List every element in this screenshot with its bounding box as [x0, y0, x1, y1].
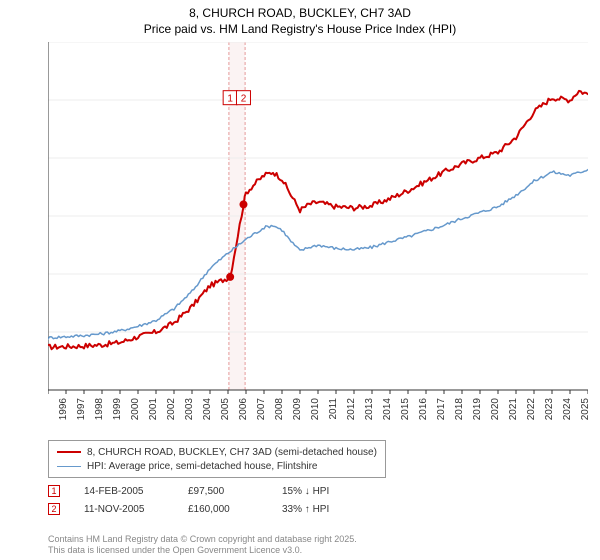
- event-delta: 33% ↑ HPI: [282, 504, 362, 515]
- svg-text:2015: 2015: [400, 398, 411, 421]
- svg-text:1999: 1999: [112, 398, 123, 421]
- events-block: 1 14-FEB-2005 £97,500 15% ↓ HPI 2 11-NOV…: [48, 482, 362, 518]
- svg-text:2023: 2023: [544, 398, 555, 421]
- legend-label-2: HPI: Average price, semi-detached house,…: [87, 461, 318, 472]
- svg-text:1: 1: [227, 94, 233, 105]
- svg-text:1995: 1995: [48, 398, 51, 421]
- event-date: 14-FEB-2005: [84, 486, 164, 497]
- svg-text:2000: 2000: [130, 398, 141, 421]
- svg-text:2010: 2010: [310, 398, 321, 421]
- title-line1: 8, CHURCH ROAD, BUCKLEY, CH7 3AD: [0, 6, 600, 22]
- svg-text:2006: 2006: [238, 398, 249, 421]
- attribution-line2: This data is licensed under the Open Gov…: [48, 545, 357, 556]
- chart-svg: £0£50K£100K£150K£200K£250K£300K199519961…: [48, 42, 588, 440]
- svg-text:2017: 2017: [436, 398, 447, 421]
- svg-text:1997: 1997: [76, 398, 87, 421]
- svg-text:2021: 2021: [508, 398, 519, 421]
- svg-text:2001: 2001: [148, 398, 159, 421]
- event-row: 1 14-FEB-2005 £97,500 15% ↓ HPI: [48, 482, 362, 500]
- event-price: £97,500: [188, 486, 258, 497]
- svg-text:2007: 2007: [256, 398, 267, 421]
- legend-row: HPI: Average price, semi-detached house,…: [57, 459, 377, 473]
- svg-text:2014: 2014: [382, 398, 393, 421]
- svg-text:2002: 2002: [166, 398, 177, 421]
- legend-swatch-2: [57, 466, 81, 467]
- svg-text:2013: 2013: [364, 398, 375, 421]
- legend-row: 8, CHURCH ROAD, BUCKLEY, CH7 3AD (semi-d…: [57, 445, 377, 459]
- event-row: 2 11-NOV-2005 £160,000 33% ↑ HPI: [48, 500, 362, 518]
- chart-area: £0£50K£100K£150K£200K£250K£300K199519961…: [48, 42, 588, 400]
- legend-box: 8, CHURCH ROAD, BUCKLEY, CH7 3AD (semi-d…: [48, 440, 386, 478]
- svg-text:2020: 2020: [490, 398, 501, 421]
- event-marker-1: 1: [48, 485, 60, 497]
- svg-text:2004: 2004: [202, 398, 213, 421]
- svg-text:2008: 2008: [274, 398, 285, 421]
- svg-text:2005: 2005: [220, 398, 231, 421]
- svg-text:2019: 2019: [472, 398, 483, 421]
- chart-container: 8, CHURCH ROAD, BUCKLEY, CH7 3AD Price p…: [0, 0, 600, 560]
- svg-text:2009: 2009: [292, 398, 303, 421]
- svg-text:2024: 2024: [562, 398, 573, 421]
- svg-text:2012: 2012: [346, 398, 357, 421]
- svg-text:2: 2: [241, 94, 247, 105]
- attribution-line1: Contains HM Land Registry data © Crown c…: [48, 534, 357, 545]
- svg-text:2022: 2022: [526, 398, 537, 421]
- svg-text:2025: 2025: [580, 398, 588, 421]
- event-delta: 15% ↓ HPI: [282, 486, 362, 497]
- event-marker-2: 2: [48, 503, 60, 515]
- legend-label-1: 8, CHURCH ROAD, BUCKLEY, CH7 3AD (semi-d…: [87, 447, 377, 458]
- event-date: 11-NOV-2005: [84, 504, 164, 515]
- attribution: Contains HM Land Registry data © Crown c…: [48, 534, 357, 556]
- svg-text:1998: 1998: [94, 398, 105, 421]
- svg-text:2016: 2016: [418, 398, 429, 421]
- svg-text:2011: 2011: [328, 398, 339, 420]
- event-price: £160,000: [188, 504, 258, 515]
- legend-swatch-1: [57, 451, 81, 453]
- svg-text:1996: 1996: [58, 398, 69, 421]
- title-line2: Price paid vs. HM Land Registry's House …: [0, 22, 600, 38]
- title-block: 8, CHURCH ROAD, BUCKLEY, CH7 3AD Price p…: [0, 0, 600, 37]
- svg-text:2003: 2003: [184, 398, 195, 421]
- svg-text:2018: 2018: [454, 398, 465, 421]
